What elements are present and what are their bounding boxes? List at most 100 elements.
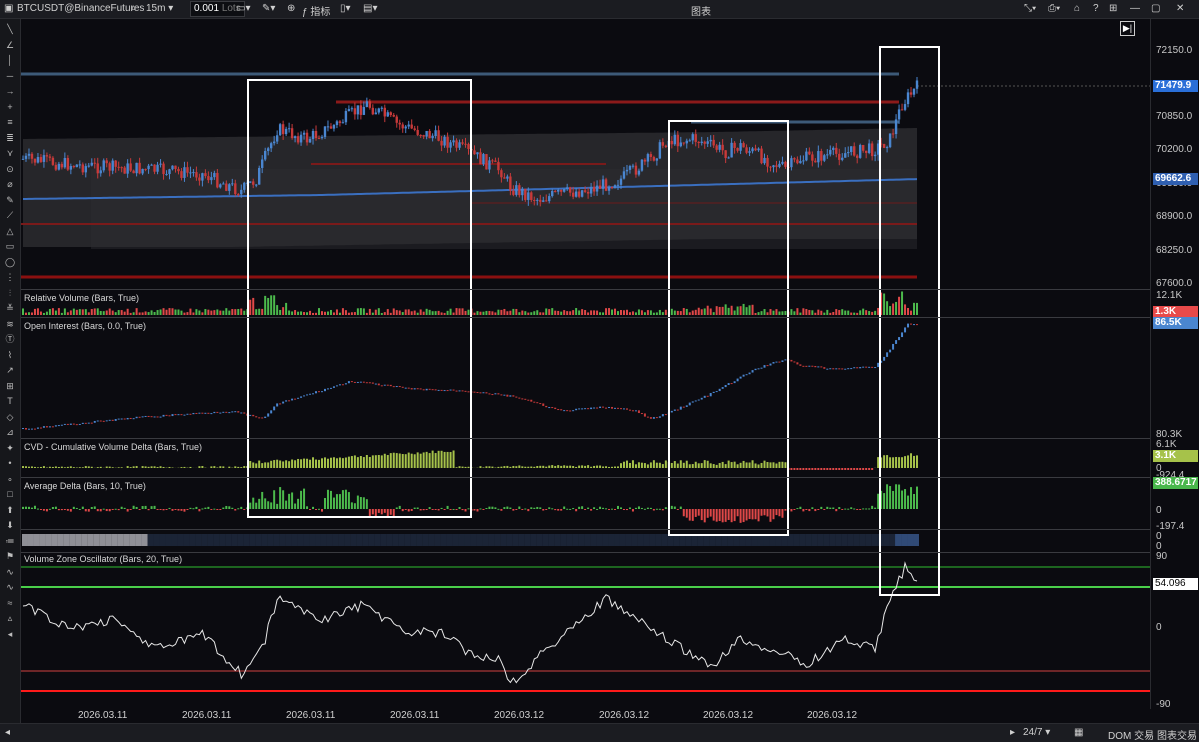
vline-icon[interactable]: ─ [3,70,17,82]
arrow-up-icon[interactable]: ⬆ [3,504,17,516]
heatmap-cell [375,534,381,546]
calendar-icon[interactable]: ▦ [1074,727,1083,738]
candle-body [575,192,577,197]
help-icon[interactable]: ? [1093,3,1099,14]
fork-icon[interactable]: ⊙ [3,163,17,175]
cvd-bar [303,459,305,468]
price-axis[interactable]: 72150.070850.070200.069550.068900.068250… [1150,19,1199,709]
line-icon[interactable]: ∠ [3,39,17,51]
cvd-bar [512,466,514,468]
open-interest-bar [151,416,153,417]
panel-divider[interactable] [21,438,1150,439]
chart-trade-button[interactable]: 图表交易 [1157,727,1197,742]
zigzag-icon[interactable]: ⌇ [3,349,17,361]
average-delta-bar [704,509,706,522]
layout-icon[interactable]: ▤▾ [363,3,377,14]
minimize-icon[interactable]: — [1130,3,1140,14]
arrow-icon[interactable]: ↗ [3,364,17,376]
cvd-bar [37,467,39,468]
list-icon[interactable]: ≔ [3,535,17,547]
session-selector[interactable]: 24/7 ▾ [1023,727,1050,738]
dot-icon[interactable]: • [3,457,17,469]
levels-icon[interactable]: ≋ [3,318,17,330]
panel-divider[interactable] [21,529,1150,530]
brush-icon[interactable]: △ [3,225,17,237]
dom-trade-button[interactable]: DOM 交易 [1108,727,1154,742]
cvd-bar [865,468,867,470]
open-interest-bar [850,368,852,369]
ray-icon[interactable]: + [3,101,17,113]
dots-icon[interactable]: ⫶ [3,287,17,299]
speaker-icon[interactable]: ◂ [3,628,17,640]
cvd-bar [608,467,610,468]
scroll-right-icon[interactable]: ▸ [1010,727,1015,738]
heatmap-cell [237,534,243,546]
draw-icon[interactable]: ✎▾ [262,3,275,14]
panel-divider[interactable] [21,317,1150,318]
candle-body [282,124,284,134]
search-icon[interactable]: ⌕ [131,3,137,14]
close-icon[interactable]: ✕ [1176,3,1184,14]
pin-icon[interactable]: ✦ [3,442,17,454]
pencil-icon[interactable]: ⟋ [3,209,17,221]
panel-divider[interactable] [21,289,1150,290]
zoom-icon[interactable]: ⊕ [287,3,295,14]
cvd-bar [468,467,470,468]
ellipse-icon[interactable]: ⋮ [3,271,17,283]
tri-icon[interactable]: ▵ [3,612,17,624]
average-delta-bar [348,492,350,509]
cvd-bar [901,457,903,468]
bars-icon[interactable]: ≚ [3,302,17,314]
square-icon[interactable]: □ [3,488,17,500]
candle-body [500,170,502,177]
lock-icon[interactable]: ⌂ [1074,3,1080,14]
pin-window-icon[interactable]: ⊞ [1109,3,1117,14]
hline-icon[interactable]: → [3,85,17,97]
arrow-down-icon[interactable]: ⬇ [3,519,17,531]
scroll-left-icon[interactable]: ◂ [5,727,10,738]
scroll-to-end-icon[interactable]: ▶| [1120,21,1135,36]
channel-icon[interactable]: ⋎ [3,147,17,159]
chart-area[interactable]: Relative Volume (Bars, True) Open Intere… [21,19,1150,709]
rect-icon[interactable]: ◯ [3,256,17,268]
fib-icon[interactable]: ⌀ [3,178,17,190]
note-icon[interactable]: Ⓣ [3,333,17,345]
cursor-icon[interactable]: ╲ [3,23,17,35]
indicators-button[interactable]: ƒ 指标 [302,3,330,18]
relative-volume-bar [297,312,299,315]
maximize-icon[interactable]: ▢ [1151,3,1160,14]
symbol-selector[interactable]: BTCUSDT@BinanceFutures [17,3,144,14]
wave3-icon[interactable]: ≈ [3,597,17,609]
tag-icon[interactable]: ◇ [3,411,17,423]
window-title: 图表 [691,3,711,18]
wave-icon[interactable]: ∿ [3,566,17,578]
cvd-bar [219,466,221,468]
open-interest-bar [267,413,269,416]
cvd-bar [306,459,308,468]
wave2-icon[interactable]: ∿ [3,581,17,593]
average-delta-bar [731,509,733,522]
chart-type-icon[interactable]: ▭▾ [236,3,250,14]
grid-icon[interactable]: ⊞ [3,380,17,392]
triangle-icon[interactable]: ▭ [3,240,17,252]
flag-icon[interactable]: ⚑ [3,550,17,562]
open-interest-bar [659,416,661,417]
heatmap-cell [267,534,273,546]
camera-icon[interactable]: ⎙▾ [1048,3,1060,14]
dot2-icon[interactable]: ∘ [3,473,17,485]
template-icon[interactable]: ▯▾ [340,3,351,14]
cross-icon[interactable]: ≡ [3,116,17,128]
sync-icon[interactable]: ⤡▾ [1024,3,1036,14]
open-interest-bar [127,418,129,419]
average-delta-bar [444,509,446,510]
angle-icon[interactable]: │ [3,54,17,66]
measure-icon[interactable]: ⊿ [3,426,17,438]
panel-divider[interactable] [21,552,1150,553]
interval-selector[interactable]: 15m ▾ [146,3,173,14]
hlines-icon[interactable]: ≣ [3,132,17,144]
candle-body [847,152,849,153]
text-icon[interactable]: T [3,395,17,407]
panel-divider[interactable] [21,477,1150,478]
circle-icon[interactable]: ✎ [3,194,17,206]
